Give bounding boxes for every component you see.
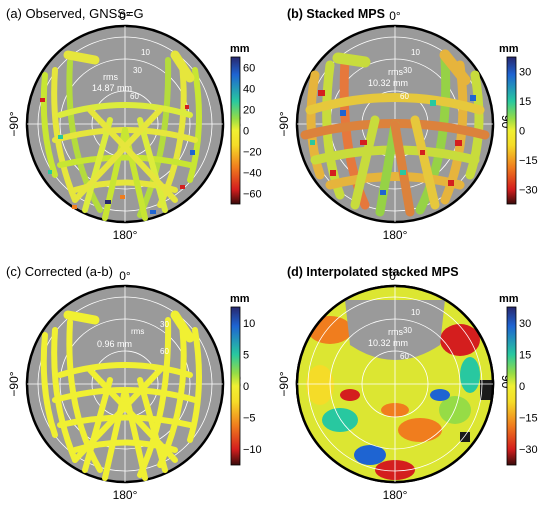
panel-c-colorbar: mm 10 5 0 −5 −10	[230, 293, 262, 466]
colorbar-tick-label: 20	[243, 105, 255, 117]
rms-label: rms	[103, 72, 118, 82]
rms-label: rms	[388, 327, 403, 337]
rms-value: 10.32 mm	[368, 338, 408, 348]
colorbar-tick-label: −10	[243, 444, 262, 456]
colorbar-unit: mm	[499, 293, 519, 305]
ring-label-60: 60	[400, 352, 409, 361]
colorbar-unit: mm	[230, 43, 250, 55]
ring-label-10: 10	[141, 48, 150, 57]
colorbar-tick-label: 0	[243, 126, 249, 138]
rms-value: 14.87 mm	[92, 83, 132, 93]
panel-a-title: (a) Observed, GNSS=G	[6, 6, 144, 21]
direction-west: −90°	[277, 111, 291, 136]
colorbar-tick-label: −30	[519, 184, 538, 196]
direction-west: −90°	[7, 111, 21, 136]
rms-value: 10.32 mm	[368, 78, 408, 88]
panel-c-title: (c) Corrected (a-b)	[6, 264, 113, 279]
ring-label-30: 30	[403, 66, 412, 75]
colorbar-unit: mm	[499, 43, 519, 55]
colorbar-tick-label: −15	[519, 155, 538, 167]
ring-label-30: 30	[160, 320, 169, 329]
colorbar-tick-label: 0	[243, 381, 249, 393]
colorbar-tick-label: −5	[243, 413, 256, 425]
colorbar-tick-label: 5	[243, 349, 249, 361]
colorbar-tick-label: −40	[243, 168, 262, 180]
direction-south: 180°	[113, 228, 138, 242]
ring-label-10: 10	[411, 48, 420, 57]
direction-south: 180°	[383, 228, 408, 242]
ring-label-30: 30	[403, 326, 412, 335]
panel-c-grid	[27, 286, 223, 482]
colorbar-tick-label: 40	[243, 84, 255, 96]
colorbar-tick-label: −20	[243, 147, 262, 159]
direction-west: −90°	[7, 371, 21, 396]
colorbar-gradient	[230, 306, 241, 466]
direction-north: 0°	[119, 269, 131, 283]
colorbar-gradient	[506, 56, 517, 205]
colorbar-tick-label: 30	[519, 318, 531, 330]
panel-b-title: (b) Stacked MPS	[287, 7, 385, 21]
direction-south: 180°	[113, 488, 138, 502]
colorbar-tick-label: 0	[519, 381, 525, 393]
colorbar-gradient	[506, 306, 517, 466]
ring-label-60: 60	[400, 92, 409, 101]
panel-d-title: (d) Interpolated stacked MPS	[287, 265, 459, 279]
colorbar-gradient	[230, 56, 241, 205]
direction-north: 0°	[119, 9, 131, 23]
panel-d-colorbar: mm 30 15 0 −15 −30	[499, 293, 538, 466]
panel-b: (b) Stacked MPS	[277, 7, 538, 242]
colorbar-tick-label: 15	[519, 96, 531, 108]
direction-north: 0°	[389, 9, 401, 23]
panel-d: (d) Interpolated stacked MPS	[277, 265, 538, 502]
panel-c: (c) Corrected (a-b) rms	[6, 264, 262, 502]
ring-label-rms: rms	[131, 327, 144, 336]
colorbar-unit: mm	[230, 293, 250, 305]
panel-b-colorbar: mm 30 15 0 −15 −30	[499, 43, 538, 205]
ring-label-30: 30	[133, 66, 142, 75]
panel-a-colorbar: mm 60 40 20 0 −20 −40 −60	[230, 43, 262, 205]
panel-d-grid	[297, 286, 493, 482]
colorbar-tick-label: 30	[519, 67, 531, 79]
colorbar-tick-label: −30	[519, 444, 538, 456]
colorbar-tick-label: 10	[243, 318, 255, 330]
colorbar-tick-label: 15	[519, 349, 531, 361]
direction-south: 180°	[383, 488, 408, 502]
colorbar-tick-label: 0	[519, 126, 525, 138]
panel-a-outliers	[40, 98, 195, 214]
colorbar-tick-label: −60	[243, 189, 262, 201]
ring-label-60: 60	[130, 92, 139, 101]
colorbar-tick-label: 60	[243, 63, 255, 75]
rms-value: 0.96 mm	[97, 339, 132, 349]
panel-b-hotspots	[310, 90, 476, 195]
ring-label-60: 60	[160, 347, 169, 356]
panel-b-tracks	[300, 49, 490, 217]
colorbar-tick-label: −15	[519, 413, 538, 425]
direction-north: 0°	[389, 269, 401, 283]
panel-a: (a) Observed, GNSS=G	[6, 6, 262, 242]
direction-west: −90°	[277, 371, 291, 396]
ring-label-10: 10	[411, 308, 420, 317]
rms-label: rms	[388, 67, 403, 77]
panel-c-tracks	[40, 310, 202, 481]
